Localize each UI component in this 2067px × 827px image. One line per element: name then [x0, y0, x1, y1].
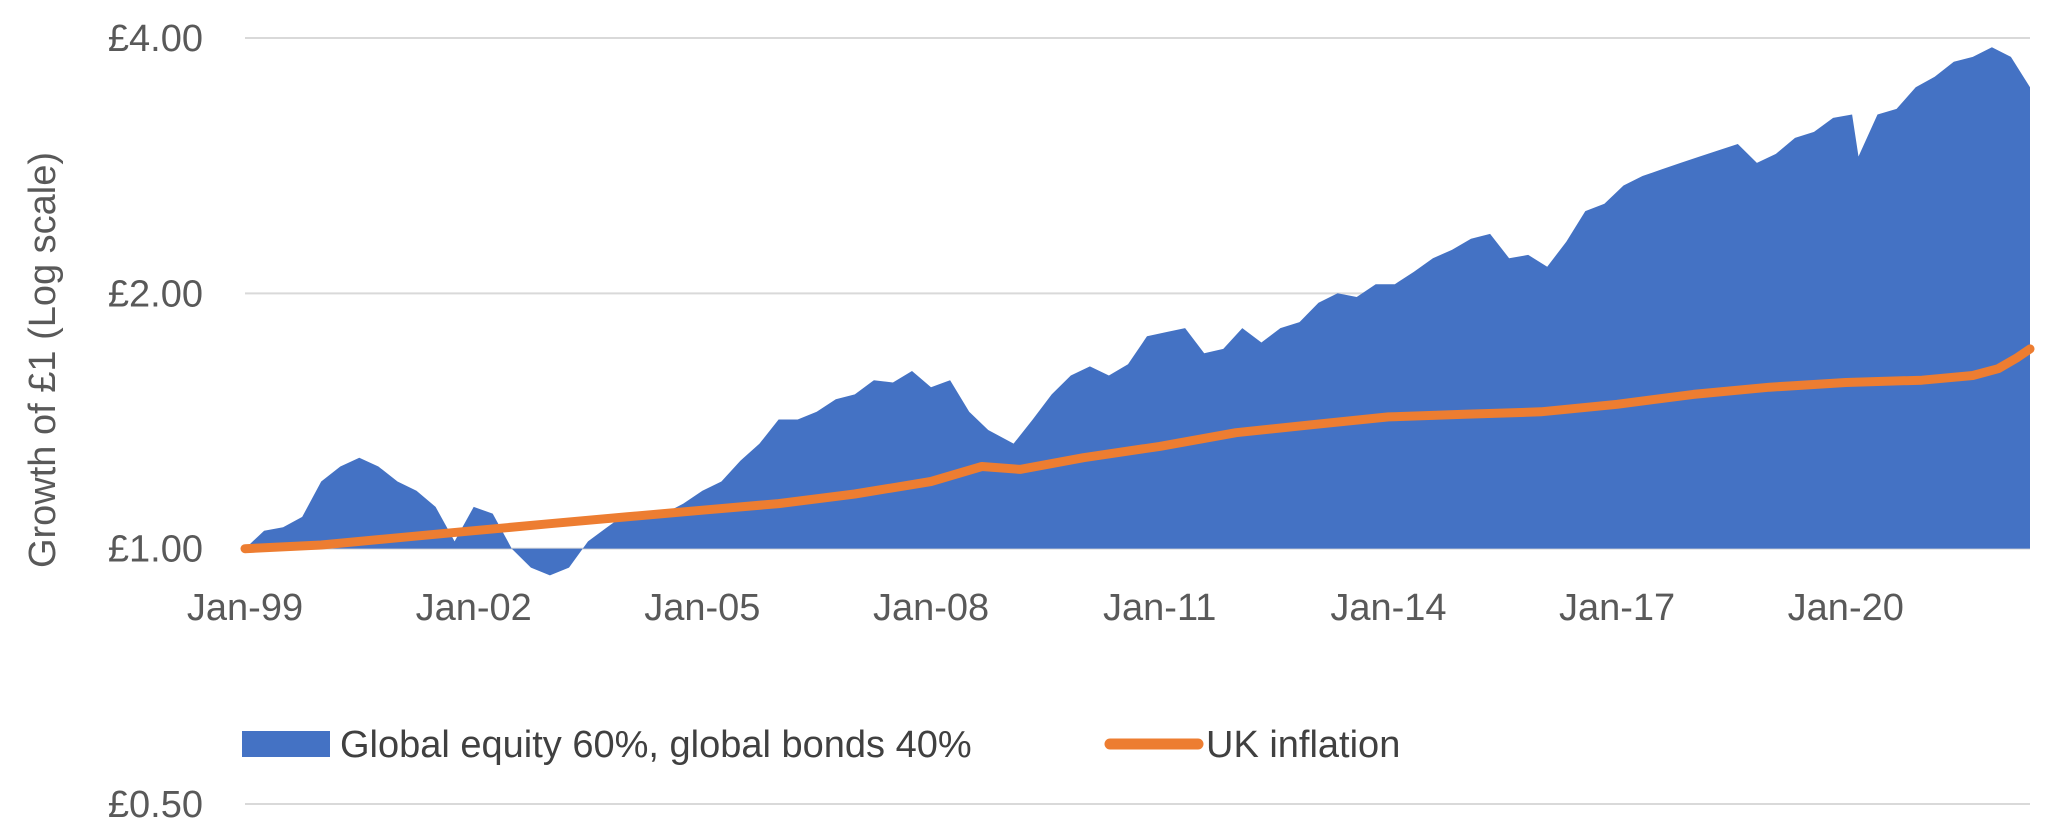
series-line-uk-inflation	[240, 344, 2035, 554]
x-tick-label: Jan-20	[1788, 587, 1904, 629]
inflation-line-layer	[240, 344, 2035, 554]
y-tick-label: £2.00	[108, 273, 203, 315]
series-area-equity-bond	[245, 47, 2030, 576]
y-axis-title: Growth of £1 (Log scale)	[22, 152, 64, 568]
legend-label-uk-inflation: UK inflation	[1206, 724, 1400, 766]
x-tick-label: Jan-11	[1103, 587, 1216, 629]
x-tick-label: Jan-99	[187, 587, 303, 629]
equity-bond-area-layer	[245, 47, 2030, 576]
x-tick-label: Jan-17	[1559, 587, 1675, 629]
y-tick-label: £4.00	[108, 18, 203, 60]
x-tick-label: Jan-14	[1330, 587, 1446, 629]
legend: Global equity 60%, global bonds 40% UK i…	[242, 724, 1400, 766]
x-tick-label: Jan-08	[873, 587, 989, 629]
y-tick-label: £0.50	[108, 784, 203, 826]
y-tick-labels: £0.50 £1.00 £2.00 £4.00	[108, 18, 203, 826]
legend-label-equity-bond: Global equity 60%, global bonds 40%	[340, 724, 972, 766]
legend-swatch-equity-bond	[242, 731, 330, 757]
y-tick-label: £1.00	[108, 529, 203, 571]
x-tick-label: Jan-02	[416, 587, 532, 629]
x-tick-labels: Jan-99 Jan-02 Jan-05 Jan-08 Jan-11 Jan-14 Jan-…	[187, 587, 1904, 629]
x-tick-label: Jan-05	[644, 587, 760, 629]
